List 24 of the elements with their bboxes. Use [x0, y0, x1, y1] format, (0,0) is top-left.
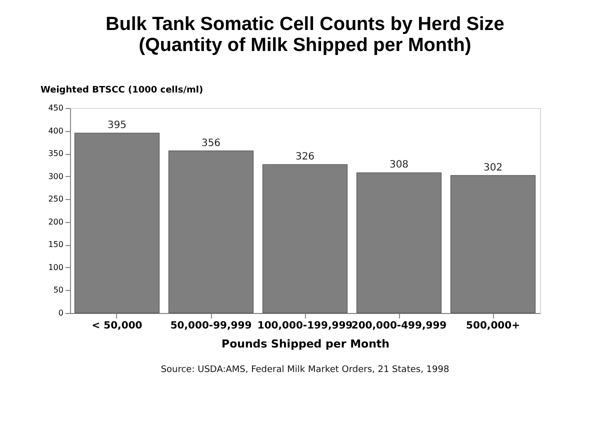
y-tick-label: 100 [48, 262, 64, 272]
y-tick-label: 150 [48, 240, 64, 250]
x-tick-label: 100,000-199,999 [257, 320, 353, 332]
y-tick-label: 0 [58, 308, 64, 318]
x-tick-label: 500,000+ [466, 320, 520, 332]
data-label: 308 [389, 160, 409, 171]
y-tick-label: 50 [53, 286, 64, 295]
x-tick-label: 200,000-499,999 [351, 320, 447, 332]
y-tick-label: 350 [48, 149, 64, 158]
data-label: 356 [201, 138, 221, 149]
y-tick-label: 200 [48, 217, 64, 226]
chart-title: Bulk Tank Somatic Cell Counts by Herd Size (Quantity of Milk Shipped per Month) [106, 14, 504, 56]
data-label: 302 [483, 162, 503, 174]
y-tick-label: 300 [48, 172, 64, 181]
data-label: 395 [107, 120, 127, 132]
x-axis-title: Pounds Shipped per Month [222, 338, 390, 350]
source-note: Source: USDA:AMS, Federal Milk Market Orders, 21 States, 1998 [160, 365, 450, 375]
y-tick-label: 450 [48, 104, 64, 112]
y-axis-title: Weighted BTSCC (1000 cells/ml) [40, 86, 204, 96]
data-label: 326 [295, 151, 315, 162]
y-tick-label: 400 [48, 126, 64, 136]
x-tick-label: < 50,000 [92, 320, 142, 332]
x-tick-label: 50,000-99,999 [170, 320, 252, 332]
y-tick-label: 250 [48, 194, 64, 204]
